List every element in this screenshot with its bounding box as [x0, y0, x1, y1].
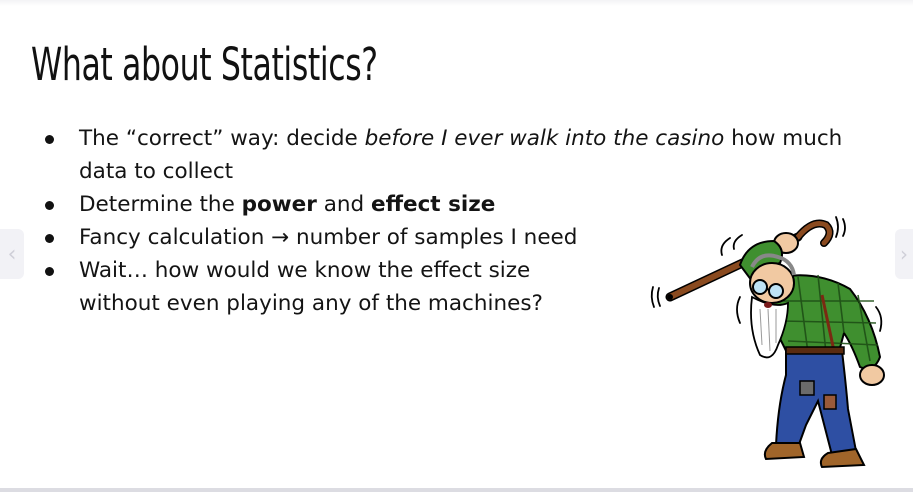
bullet-text: The “correct” way: decide [79, 126, 365, 151]
bullet-text: effect size [370, 192, 496, 217]
bottom-border [0, 488, 913, 492]
bullet-text: without even playing any of the machines… [79, 291, 543, 316]
bullet-item: Wait… how would we know the effect size w… [45, 254, 885, 320]
chevron-left-icon: ‹ [7, 241, 17, 267]
bullet-text: Determine the [79, 192, 242, 217]
bullet-text: Wait… how would we know the effect size [79, 258, 531, 283]
bullet-text: Fancy calculation → number of samples I … [79, 225, 578, 250]
bullet-text: power [241, 192, 317, 217]
bullet-list: The “correct” way: decide before I ever … [45, 122, 885, 320]
bullet-dot-icon [45, 201, 54, 210]
bullet-text: how much data to collect [79, 126, 843, 184]
bullet-dot-icon [45, 234, 54, 243]
bullet-text: before I ever walk into the casino [364, 126, 725, 151]
slide-title: What about Statistics? [31, 38, 378, 91]
chevron-right-icon: › [900, 242, 908, 266]
previous-slide-button[interactable]: ‹ [0, 229, 24, 279]
bullet-item: Fancy calculation → number of samples I … [45, 221, 885, 254]
bullet-dot-icon [45, 135, 54, 144]
bullet-item: Determine the power and effect size [45, 188, 885, 221]
bullet-text: and [316, 192, 371, 217]
next-slide-button[interactable]: › [895, 229, 913, 279]
bullet-dot-icon [45, 267, 54, 276]
angry-old-man-illustration [650, 216, 885, 469]
motion-lines [650, 216, 883, 332]
bullet-item: The “correct” way: decide before I ever … [45, 122, 885, 188]
beard-lines [759, 308, 777, 352]
top-bar [0, 0, 913, 6]
